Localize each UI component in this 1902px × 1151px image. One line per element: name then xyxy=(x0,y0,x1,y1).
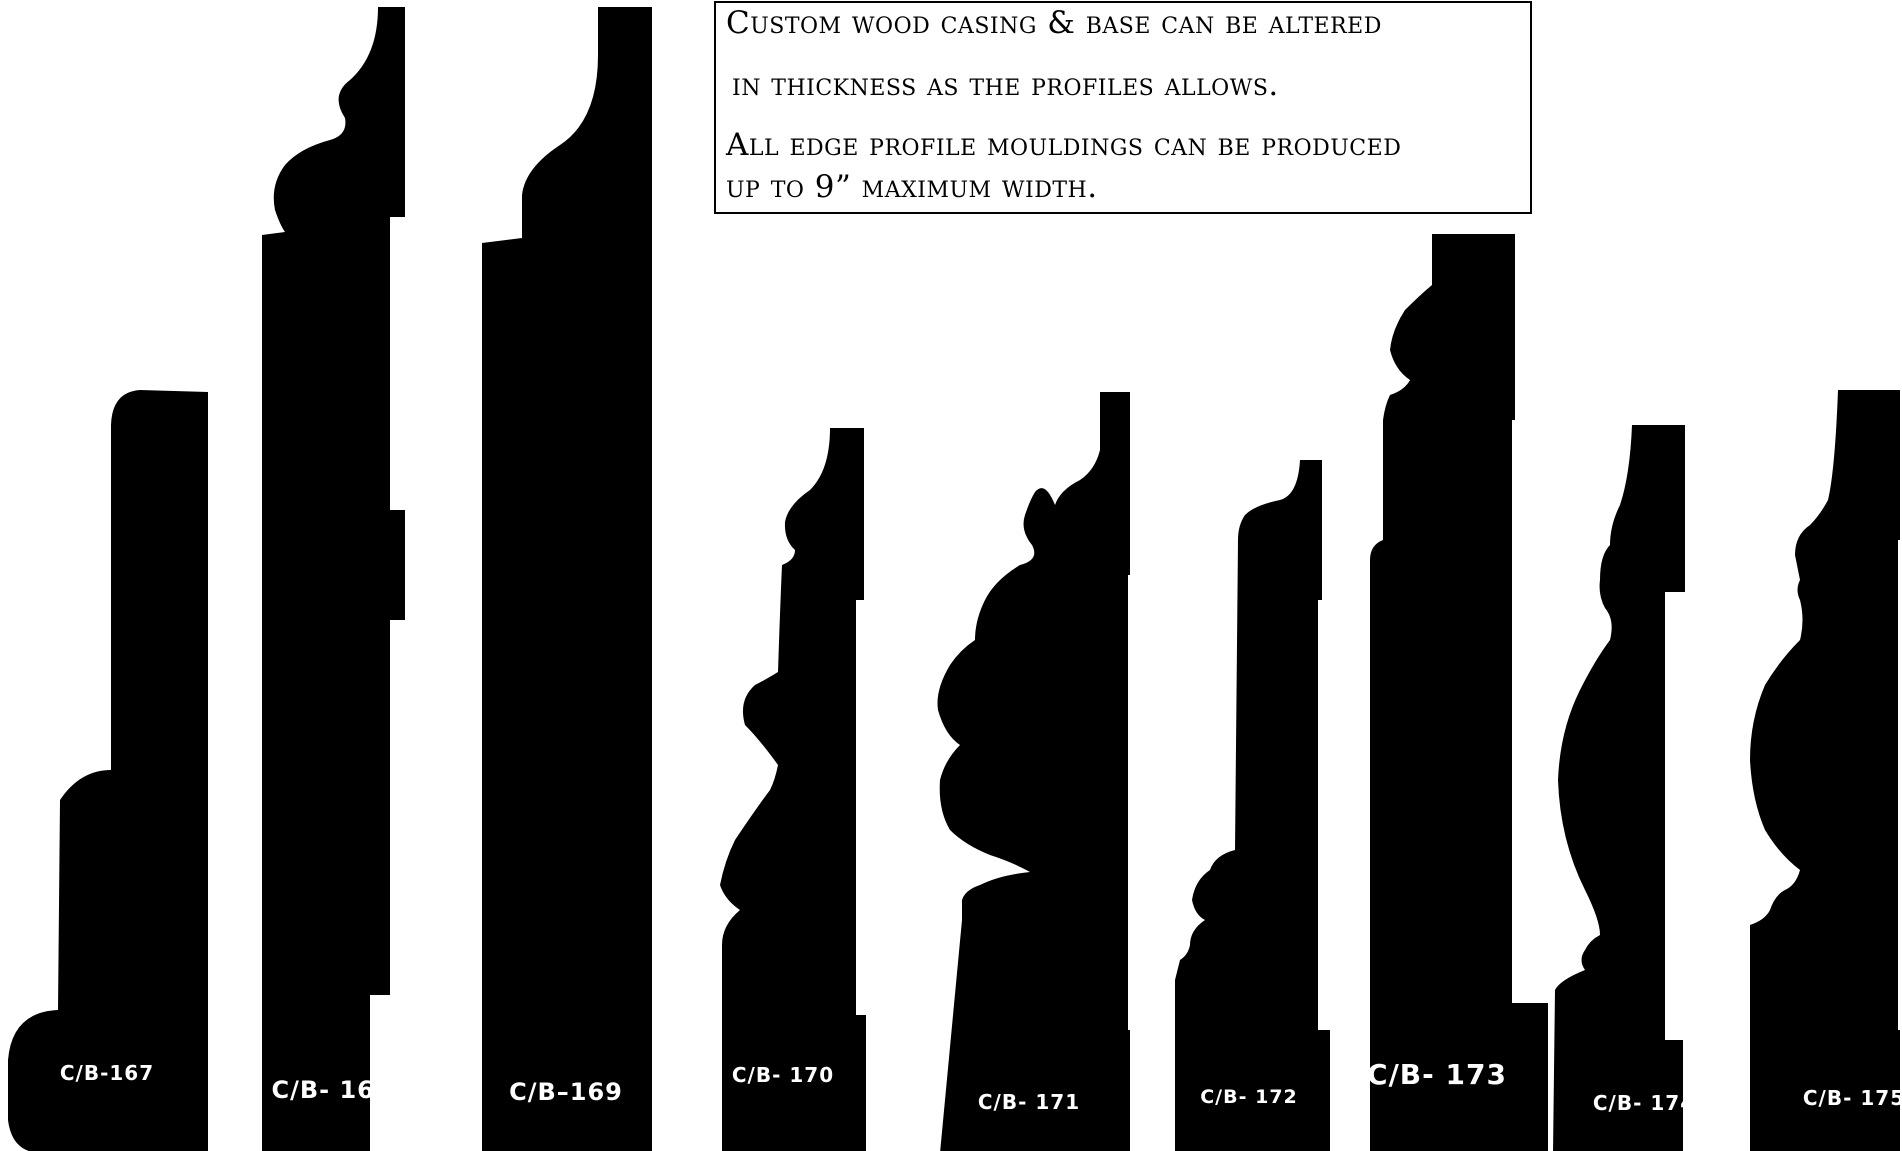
profile-cb-173 xyxy=(1370,234,1548,1151)
notice-line-3: All edge profile mouldings can be produc… xyxy=(726,127,1402,163)
profile-cb-169 xyxy=(482,7,652,1151)
profile-label-cb-167: C/B-167 xyxy=(59,1061,155,1085)
profile-cb-170 xyxy=(720,428,866,1151)
profile-label-cb-168: C/B- 168 xyxy=(271,1076,393,1104)
profile-cb-172 xyxy=(1175,460,1330,1151)
profile-label-cb-174: C/B- 174 xyxy=(1592,1091,1696,1115)
profile-label-cb-170: C/B- 170 xyxy=(731,1063,835,1087)
profile-label-cb-169: C/B–169 xyxy=(509,1078,623,1106)
profile-cb-174 xyxy=(1553,425,1685,1151)
profile-cb-175 xyxy=(1750,390,1900,1151)
notice-line-1: Custom wood casing & base can be altered xyxy=(726,5,1382,41)
profile-label-cb-172: C/B- 172 xyxy=(1200,1086,1298,1108)
profile-label-cb-173: C/B- 173 xyxy=(1367,1058,1507,1091)
notice-box: Custom wood casing & base can be altered… xyxy=(714,1,1532,214)
profile-cb-167 xyxy=(8,390,208,1151)
profile-cb-168 xyxy=(262,7,405,1151)
profile-label-cb-175: C/B- 175 xyxy=(1802,1086,1902,1110)
profile-cb-171 xyxy=(937,392,1130,1151)
profile-label-cb-171: C/B- 171 xyxy=(977,1090,1081,1114)
notice-line-4: up to 9” maximum width. xyxy=(726,169,1098,205)
notice-line-2: in thickness as the profiles allows. xyxy=(732,67,1279,103)
